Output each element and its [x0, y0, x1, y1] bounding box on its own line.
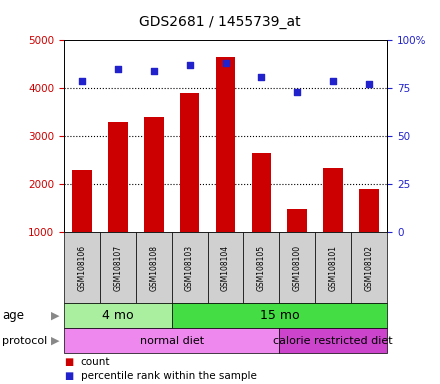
Text: GSM108103: GSM108103	[185, 245, 194, 291]
Text: protocol: protocol	[2, 336, 48, 346]
Bar	[216, 57, 235, 232]
Bar	[172, 232, 208, 303]
Text: ▶: ▶	[51, 336, 59, 346]
Bar	[323, 169, 343, 232]
Bar	[108, 122, 128, 232]
Text: GSM108105: GSM108105	[257, 245, 266, 291]
Bar	[287, 209, 307, 232]
Bar	[180, 93, 199, 232]
Point	[366, 81, 373, 88]
Point	[78, 78, 85, 84]
Text: normal diet: normal diet	[139, 336, 204, 346]
Bar	[279, 232, 315, 303]
Bar	[359, 189, 379, 232]
Bar	[64, 232, 100, 303]
Bar	[351, 232, 387, 303]
Point	[114, 66, 121, 72]
Point	[186, 62, 193, 68]
Text: 15 mo: 15 mo	[260, 310, 299, 322]
Text: 4 mo: 4 mo	[102, 310, 133, 322]
Bar	[208, 232, 243, 303]
Text: calorie restricted diet: calorie restricted diet	[274, 336, 393, 346]
Text: ■: ■	[64, 371, 73, 381]
Text: GSM108100: GSM108100	[293, 245, 302, 291]
Point	[258, 74, 265, 80]
Point	[330, 78, 337, 84]
Text: GDS2681 / 1455739_at: GDS2681 / 1455739_at	[139, 15, 301, 29]
Bar	[252, 153, 271, 232]
Bar	[72, 170, 92, 232]
Text: GSM108108: GSM108108	[149, 245, 158, 291]
Bar	[315, 232, 351, 303]
Text: age: age	[2, 310, 24, 322]
Text: percentile rank within the sample: percentile rank within the sample	[81, 371, 257, 381]
Bar	[243, 232, 279, 303]
Text: ▶: ▶	[51, 311, 59, 321]
Text: GSM108104: GSM108104	[221, 245, 230, 291]
Text: GSM108102: GSM108102	[365, 245, 374, 291]
Text: count: count	[81, 357, 110, 367]
Text: GSM108101: GSM108101	[329, 245, 338, 291]
Bar	[136, 232, 172, 303]
Bar	[279, 328, 387, 353]
Text: ■: ■	[64, 357, 73, 367]
Bar	[144, 117, 164, 232]
Bar	[100, 232, 136, 303]
Point	[150, 68, 157, 74]
Bar	[172, 303, 387, 328]
Bar	[64, 303, 172, 328]
Text: GSM108107: GSM108107	[113, 245, 122, 291]
Text: GSM108106: GSM108106	[77, 245, 86, 291]
Point	[294, 89, 301, 95]
Bar	[64, 328, 279, 353]
Point	[222, 60, 229, 66]
